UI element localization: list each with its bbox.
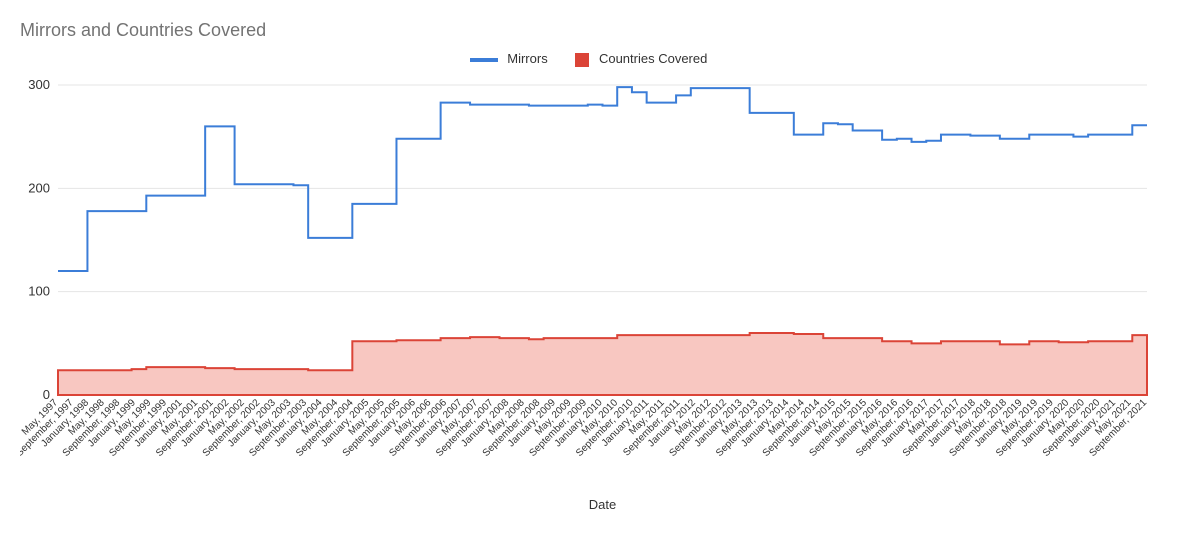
y-tick-label: 100 xyxy=(28,283,50,298)
chart-title: Mirrors and Countries Covered xyxy=(20,20,1157,41)
countries-swatch-icon xyxy=(575,53,589,67)
legend-label: Countries Covered xyxy=(599,51,707,66)
chart-area: 0100200300May, 1997September, 1997Januar… xyxy=(20,75,1157,495)
y-tick-label: 300 xyxy=(28,77,50,92)
x-axis-label: Date xyxy=(589,497,616,512)
legend-label: Mirrors xyxy=(507,51,547,66)
mirrors-line xyxy=(58,87,1147,271)
legend-item-countries: Countries Covered xyxy=(575,51,707,67)
mirrors-swatch-icon xyxy=(470,58,498,62)
y-tick-label: 200 xyxy=(28,180,50,195)
chart-svg: 0100200300May, 1997September, 1997Januar… xyxy=(20,75,1157,515)
legend-item-mirrors: Mirrors xyxy=(470,51,548,66)
legend: Mirrors Countries Covered xyxy=(20,51,1157,67)
countries-area xyxy=(58,333,1147,395)
